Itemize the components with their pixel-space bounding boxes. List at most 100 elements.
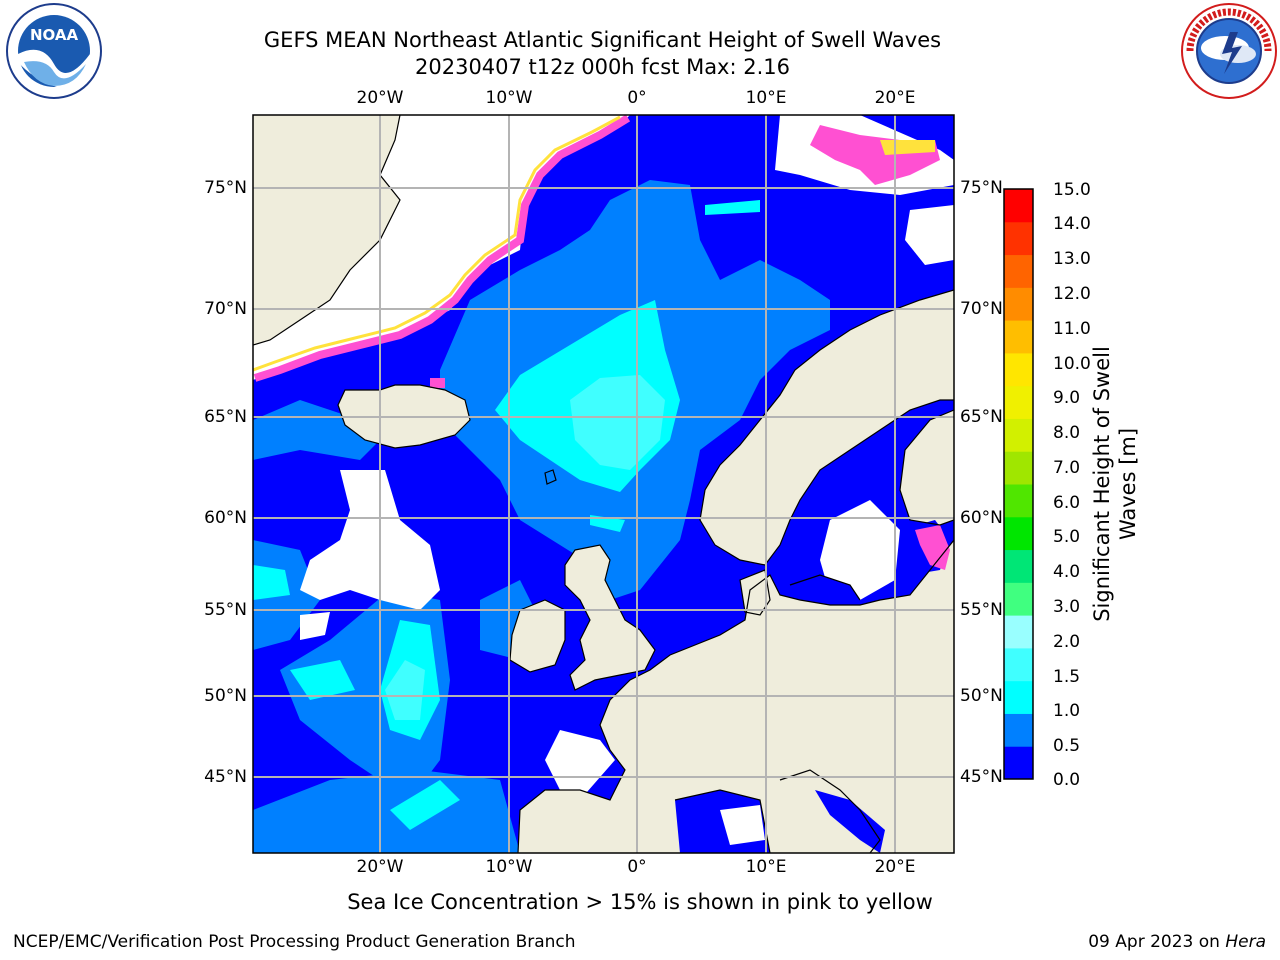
colorbar-segment (1004, 320, 1033, 354)
colorbar-tick: 15.0 (1053, 180, 1091, 200)
footer-date: 09 Apr 2023 on Hera (1088, 932, 1266, 952)
lat-tick-left: 45°N (204, 767, 247, 787)
lat-tick-right: 70°N (960, 299, 1003, 319)
colorbar-segment (1004, 582, 1033, 616)
colorbar-title-line2: Waves [m] (1116, 427, 1140, 541)
colorbar-tick: 4.0 (1053, 562, 1081, 582)
adriatic-sea (815, 790, 885, 853)
colorbar-segment (1004, 484, 1033, 518)
colorbar-segment (1004, 746, 1033, 780)
swell-band-1-0-f (705, 200, 760, 215)
finland-land (900, 410, 954, 525)
lon-tick-bottom: 0° (627, 857, 647, 877)
footer-credit: NCEP/EMC/Verification Post Processing Pr… (13, 932, 576, 952)
lon-tick-top: 20°W (356, 88, 404, 108)
lat-tick-right: 60°N (960, 508, 1003, 528)
nws-logo (1181, 3, 1277, 99)
sea-ice-greenland-pink (253, 115, 631, 382)
lat-tick-left: 50°N (204, 686, 247, 706)
lon-tick-bottom: 20°E (874, 857, 916, 877)
colorbar-tick: 9.0 (1053, 388, 1081, 408)
swell-band-1-0-c (253, 565, 290, 600)
greenland-land (253, 115, 400, 345)
lon-tick-top: 20°E (874, 88, 916, 108)
uk-land (565, 545, 655, 690)
colorbar-segment (1004, 451, 1033, 485)
colorbar (1004, 189, 1033, 780)
lon-tick-top: 10°W (485, 88, 533, 108)
map-frame (252, 114, 955, 854)
colorbar-tick: 13.0 (1053, 249, 1091, 269)
colorbar-segment (1004, 189, 1033, 223)
map-caption: Sea Ice Concentration > 15% is shown in … (347, 890, 933, 914)
colorbar-segment (1004, 221, 1033, 256)
coastlines (253, 115, 954, 853)
colorbar-segment (1004, 385, 1033, 419)
colorbar-tick: 14.0 (1053, 214, 1091, 234)
footer-date-text: 09 Apr 2023 on (1088, 932, 1226, 952)
lat-tick-left: 55°N (204, 600, 247, 620)
sea-ice-iceland (430, 378, 445, 388)
colorbar-tick: 6.0 (1053, 493, 1081, 513)
colorbar-tick: 8.0 (1053, 423, 1081, 443)
sea-ice-greenland-yellow (253, 115, 621, 372)
med-nodata (720, 805, 765, 845)
colorbar-segment (1004, 713, 1033, 747)
nodata-barents-patch (905, 205, 954, 265)
colorbar-segment (1004, 352, 1033, 387)
sea-ice-baltic (915, 525, 950, 570)
sea-ice-svalbard-yellow (880, 140, 935, 155)
colorbar-tick: 12.0 (1053, 284, 1091, 304)
colorbar-segment (1004, 254, 1033, 288)
colorbar-segment (1004, 418, 1033, 452)
colorbar-segment (1004, 549, 1033, 583)
lat-tick-right: 65°N (960, 407, 1003, 427)
lon-tick-top: 10°E (745, 88, 787, 108)
swell-band-1-0-e (590, 515, 625, 532)
swell-band-1-0-g (390, 780, 460, 830)
nodata-atlantic-1 (300, 470, 440, 610)
lat-tick-right: 50°N (960, 686, 1003, 706)
swell-band-1-0-d (290, 660, 355, 700)
lat-tick-left: 70°N (204, 299, 247, 319)
ireland-land (510, 600, 565, 672)
lon-tick-bottom: 10°W (485, 857, 533, 877)
nodata-atlantic-2 (300, 612, 330, 640)
colorbar-segment (1004, 680, 1033, 714)
lat-tick-left: 75°N (204, 178, 247, 198)
colorbar-tick: 5.0 (1053, 527, 1081, 547)
swell-band-1-5 (570, 375, 665, 470)
lat-tick-right: 55°N (960, 600, 1003, 620)
scandinavia-land (700, 290, 954, 565)
colorbar-tick: 0.0 (1053, 770, 1081, 790)
colorbar-segment (1004, 615, 1033, 649)
colorbar-tick: 1.0 (1053, 701, 1081, 721)
colorbar-tick: 0.5 (1053, 736, 1081, 756)
noaa-logo-text: NOAA (30, 26, 79, 44)
footer-host: Hera (1225, 932, 1266, 952)
colorbar-frame (1003, 188, 1034, 780)
colorbar-segment (1004, 287, 1033, 321)
colorbar-segment (1004, 516, 1033, 551)
map-subtitle: 20230407 t12z 000h fcst Max: 2.16 (415, 55, 790, 79)
gridlines (253, 115, 954, 853)
colorbar-tick: 7.0 (1053, 458, 1081, 478)
colorbar-tick: 11.0 (1053, 319, 1091, 339)
colorbar-segment (1004, 647, 1033, 682)
swell-band-0-5-d (253, 770, 520, 853)
lon-tick-bottom: 10°E (745, 857, 787, 877)
lat-tick-left: 60°N (204, 508, 247, 528)
swell-band-0-5-e (253, 400, 380, 460)
map-title: GEFS MEAN Northeast Atlantic Significant… (263, 28, 942, 52)
swell-band-1-5-b (385, 660, 425, 720)
colorbar-tick: 3.0 (1053, 597, 1081, 617)
lat-tick-right: 45°N (960, 767, 1003, 787)
colorbar-tick: 1.5 (1053, 667, 1081, 687)
lon-tick-bottom: 20°W (356, 857, 404, 877)
noaa-logo: NOAA (6, 3, 102, 99)
lon-tick-top: 0° (627, 88, 647, 108)
colorbar-title-line1: Significant Height of Swell (1090, 346, 1114, 622)
nodata-biscay (545, 730, 615, 800)
colorbar-tick: 2.0 (1053, 632, 1081, 652)
